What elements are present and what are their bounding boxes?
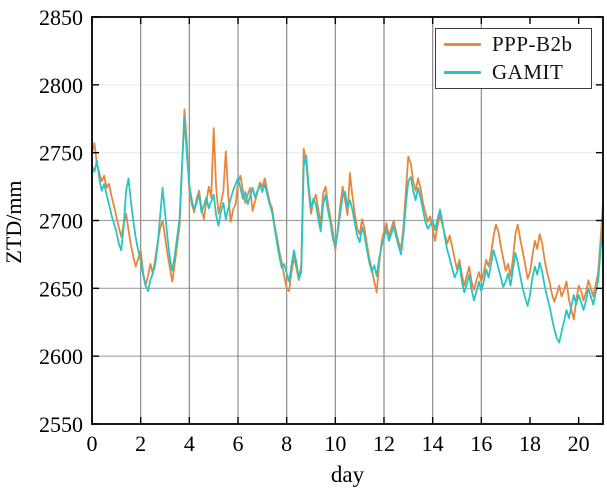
legend-line-sample-gamit (444, 70, 481, 74)
series-line-gamit (91, 116, 604, 344)
y-axis-label: ZTD/mm (1, 180, 26, 264)
x-tick-label: 6 (233, 431, 244, 456)
y-tick-label: 2550 (39, 412, 83, 437)
x-tick-label: 0 (87, 431, 98, 456)
x-tick-label: 4 (184, 431, 195, 456)
y-tick-label: 2650 (39, 276, 83, 301)
series-line-ppp-b2b (91, 108, 604, 321)
x-tick-label: 20 (568, 431, 590, 456)
y-tick-label: 2750 (39, 141, 83, 166)
y-tick-label: 2800 (39, 73, 83, 98)
legend-item-gamit: GAMIT (444, 59, 591, 85)
x-tick-label: 14 (422, 431, 444, 456)
x-tick-label: 8 (281, 431, 292, 456)
y-tick-label: 2850 (39, 5, 83, 30)
x-tick-label: 2 (135, 431, 146, 456)
x-tick-label: 16 (470, 431, 492, 456)
x-axis-label: day (330, 462, 365, 487)
legend-item-ppp-b2b: PPP-B2b (444, 32, 591, 58)
x-tick-label: 18 (519, 431, 541, 456)
x-tick-label: 12 (373, 431, 395, 456)
x-tick-label: 10 (324, 431, 346, 456)
legend-label-ppp-b2b: PPP-B2b (492, 32, 573, 57)
legend: PPP-B2b GAMIT (435, 28, 592, 89)
y-tick-label: 2700 (39, 209, 83, 234)
legend-line-sample-ppp-b2b (444, 43, 481, 47)
legend-label-gamit: GAMIT (492, 59, 564, 84)
y-tick-label: 2600 (39, 344, 83, 369)
